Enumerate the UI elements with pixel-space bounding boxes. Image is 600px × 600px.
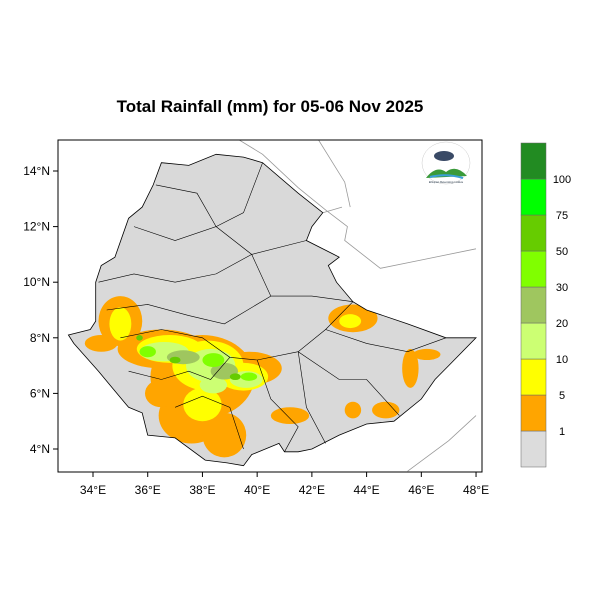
neighbor-border-line (318, 140, 351, 208)
legend-swatch (520, 394, 547, 432)
lon-tick-label: 34°E (80, 483, 106, 497)
rainfall-patch (136, 335, 143, 341)
lat-tick-label: 4°N (30, 442, 50, 456)
lon-tick-label: 42°E (299, 483, 325, 497)
admin-border-line (297, 351, 326, 444)
legend-label: 30 (556, 282, 568, 294)
map-layer (67, 140, 477, 472)
lon-tick-label: 38°E (189, 483, 215, 497)
rainfall-patch (169, 356, 181, 364)
lat-tick-label: 8°N (30, 331, 50, 345)
legend-label: 50 (556, 246, 568, 258)
legend-swatch (520, 358, 547, 396)
admin-border-line (256, 359, 299, 452)
admin-border-line (128, 357, 231, 380)
legend-label: 1 (559, 426, 565, 438)
lat-tick-label: 14°N (23, 164, 50, 178)
admin-border-line (298, 351, 400, 416)
legend-swatch (520, 430, 547, 468)
admin-border-line (174, 395, 244, 450)
rainfall-patch (240, 372, 258, 381)
rainfall-patch (229, 373, 241, 381)
rainfall-patch (109, 307, 132, 341)
admin-border-line (106, 295, 271, 325)
lat-tick-label: 6°N (30, 386, 50, 400)
legend-label: 10 (556, 354, 568, 366)
rainfall-patch (199, 376, 228, 394)
neighbor-border-line (322, 206, 343, 214)
neighbor-border-line (238, 140, 477, 269)
admin-border-line (325, 329, 447, 353)
legend-swatch (520, 214, 547, 252)
legend-swatch (520, 142, 547, 180)
legend-swatch (520, 286, 547, 324)
map-title: Total Rainfall (mm) for 05-06 Nov 2025 (116, 97, 424, 116)
cloud-icon (434, 151, 454, 161)
legend-label: 5 (559, 390, 565, 402)
rainfall-patch (344, 401, 362, 419)
rainfall-patch (339, 314, 362, 329)
rainfall-patch (84, 335, 118, 352)
rainfall-patch (413, 348, 441, 361)
legend-swatch (520, 178, 547, 216)
legend-label: 100 (553, 174, 571, 186)
rainfall-patch (139, 346, 156, 358)
logo: Ethiopian Meteorology Institute (421, 141, 471, 185)
legend-swatch (520, 250, 547, 288)
rainfall-patch (183, 387, 222, 422)
lon-tick-label: 46°E (408, 483, 434, 497)
rainfall-layer (84, 296, 441, 458)
lon-tick-label: 44°E (354, 483, 380, 497)
ethiopia-border (67, 153, 477, 467)
lat-tick-label: 12°N (23, 220, 50, 234)
rainfall-patch (270, 407, 310, 424)
admin-border-line (98, 254, 252, 283)
rainfall-patch (202, 353, 225, 367)
river-icon (429, 174, 464, 179)
logo-text: Ethiopian Meteorology Institute (429, 181, 464, 184)
admin-border-line (251, 254, 353, 302)
rainfall-patch (402, 348, 419, 388)
legend-label: 75 (556, 210, 568, 222)
admin-border-line (120, 301, 354, 361)
rainfall-patch (372, 401, 400, 419)
legend: 1 5 10 20 30 50 75 100 (520, 142, 571, 468)
legend-swatch (520, 322, 547, 360)
neighbor-border-line (407, 415, 477, 472)
legend-label: 20 (556, 318, 568, 330)
lon-tick-label: 48°E (463, 483, 489, 497)
admin-border-line (133, 226, 307, 255)
plot-frame (57, 139, 483, 473)
lat-tick-label: 10°N (23, 275, 50, 289)
lon-tick-label: 36°E (135, 483, 161, 497)
lon-tick-label: 40°E (244, 483, 270, 497)
rainfall-patch (144, 379, 178, 408)
